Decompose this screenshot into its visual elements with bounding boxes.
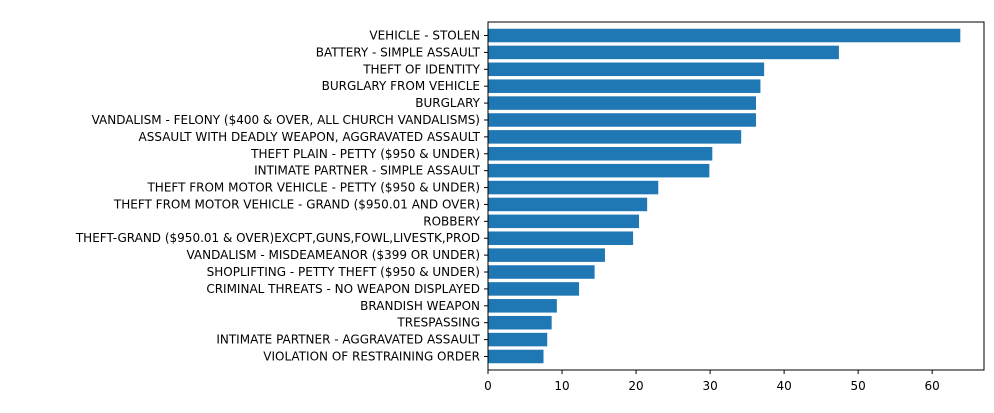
x-tick-label: 30: [702, 379, 717, 393]
bar: [488, 282, 580, 296]
bar: [488, 79, 761, 93]
bar: [488, 248, 605, 262]
bar: [488, 349, 544, 364]
category-label: SHOPLIFTING - PETTY THEFT ($950 & UNDER): [207, 265, 480, 279]
category-label: THEFT FROM MOTOR VEHICLE - PETTY ($950 &…: [146, 181, 480, 195]
bar: [488, 62, 765, 77]
bar: [488, 214, 640, 229]
x-tick-label: 40: [776, 379, 791, 393]
category-label: BRANDISH WEAPON: [360, 299, 480, 313]
category-label: THEFT PLAIN - PETTY ($950 & UNDER): [250, 147, 480, 161]
category-label: INTIMATE PARTNER - SIMPLE ASSAULT: [254, 164, 481, 178]
category-label: INTIMATE PARTNER - AGGRAVATED ASSAULT: [216, 333, 480, 347]
category-label: THEFT OF IDENTITY: [362, 62, 480, 76]
x-tick-label: 20: [628, 379, 643, 393]
bar: [488, 197, 648, 212]
category-label: BATTERY - SIMPLE ASSAULT: [316, 45, 481, 59]
category-label: CRIMINAL THREATS - NO WEAPON DISPLAYED: [206, 282, 480, 296]
x-tick-label: 50: [851, 379, 866, 393]
bar: [488, 332, 548, 347]
bar: [488, 299, 557, 313]
x-tick-label: 60: [925, 379, 940, 393]
bar: [488, 265, 595, 279]
category-label: THEFT FROM MOTOR VEHICLE - GRAND ($950.0…: [113, 197, 480, 211]
category-label: ROBBERY: [423, 214, 480, 228]
bar: [488, 28, 961, 43]
bar: [488, 45, 839, 60]
axes-frame: [484, 21, 985, 371]
plot-area-border: [487, 21, 985, 371]
category-label: BURGLARY: [415, 96, 480, 110]
bar: [488, 130, 742, 144]
category-label: THEFT-GRAND ($950.01 & OVER)EXCPT,GUNS,F…: [75, 231, 480, 245]
x-tick-label: 10: [554, 379, 569, 393]
category-labels-group: VEHICLE - STOLEN BATTERY - SIMPLE ASSAULT…: [75, 29, 481, 364]
bar: [488, 180, 659, 195]
bar: [488, 96, 756, 110]
x-tick-label: 0: [484, 379, 492, 393]
bars-group: [488, 28, 961, 364]
category-label: BURGLARY FROM VEHICLE: [322, 79, 480, 93]
category-label: VEHICLE - STOLEN: [369, 29, 480, 43]
bar: [488, 147, 713, 161]
category-label: TRESPASSING: [396, 316, 480, 330]
category-label: ASSAULT WITH DEADLY WEAPON, AGGRAVATED A…: [139, 130, 481, 144]
category-label: VIOLATION OF RESTRAINING ORDER: [263, 349, 480, 363]
category-label: VANDALISM - MISDEAMEANOR ($399 OR UNDER): [186, 248, 480, 262]
bar: [488, 231, 634, 245]
bar: [488, 113, 756, 127]
bar: [488, 163, 710, 178]
bar: [488, 315, 552, 330]
category-label: VANDALISM - FELONY ($400 & OVER, ALL CHU…: [92, 113, 480, 127]
x-ticks-group: 0 10 20 30 40 50 60: [484, 370, 940, 393]
